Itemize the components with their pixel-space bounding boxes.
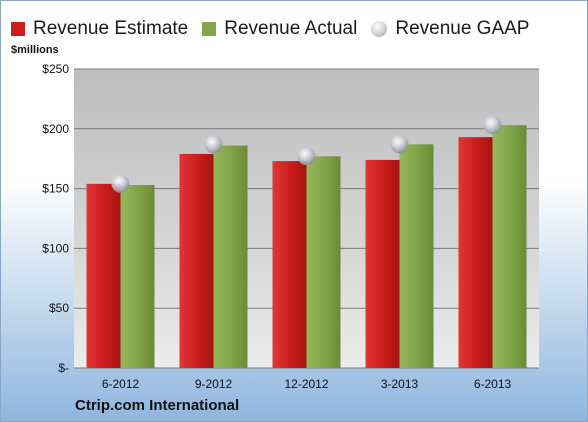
y-tick-label: $250 <box>42 62 69 76</box>
bar-revenue-actual <box>306 156 341 368</box>
legend-swatch-actual <box>202 22 217 36</box>
bar-revenue-actual <box>120 185 155 368</box>
bar-revenue-estimate <box>458 137 493 368</box>
bar-revenue-estimate <box>365 159 400 368</box>
legend-label-estimate: Revenue Estimate <box>33 18 189 39</box>
bar-revenue-estimate <box>179 153 214 368</box>
x-tick-label: 3-2013 <box>381 377 419 391</box>
bar-revenue-estimate <box>272 161 307 368</box>
legend-marker-gaap <box>371 21 388 37</box>
legend-item-gaap: Revenue GAAP <box>371 18 529 40</box>
bar-revenue-actual <box>399 144 434 368</box>
y-tick-label: $100 <box>42 241 69 255</box>
legend-item-actual: Revenue Actual <box>202 18 357 40</box>
bar-revenue-actual <box>492 125 527 368</box>
legend-label-gaap: Revenue GAAP <box>395 18 530 39</box>
y-tick-label: $200 <box>42 122 69 136</box>
marker-revenue-gaap <box>111 174 130 193</box>
x-tick-label: 6-2012 <box>102 377 140 391</box>
bar-revenue-estimate <box>86 183 121 368</box>
bar-revenue-actual <box>213 145 248 368</box>
marker-revenue-gaap <box>204 135 223 154</box>
x-tick-label: 6-2013 <box>474 377 512 391</box>
legend-label-actual: Revenue Actual <box>224 18 358 39</box>
company-name: Ctrip.com International <box>75 397 240 414</box>
marker-revenue-gaap <box>390 135 409 154</box>
marker-revenue-gaap <box>483 116 502 135</box>
marker-revenue-gaap <box>297 147 316 166</box>
x-tick-label: 12-2012 <box>284 377 328 391</box>
legend-item-estimate: Revenue Estimate <box>11 18 188 40</box>
legend: Revenue Estimate Revenue Actual Revenue … <box>11 17 543 41</box>
x-tick-label: 9-2012 <box>195 377 233 391</box>
y-axis-unit-label: $millions <box>11 44 59 56</box>
legend-swatch-estimate <box>11 22 25 36</box>
y-tick-label: $150 <box>42 182 69 196</box>
y-tick-label: $- <box>58 361 69 375</box>
y-tick-label: $50 <box>49 301 69 315</box>
